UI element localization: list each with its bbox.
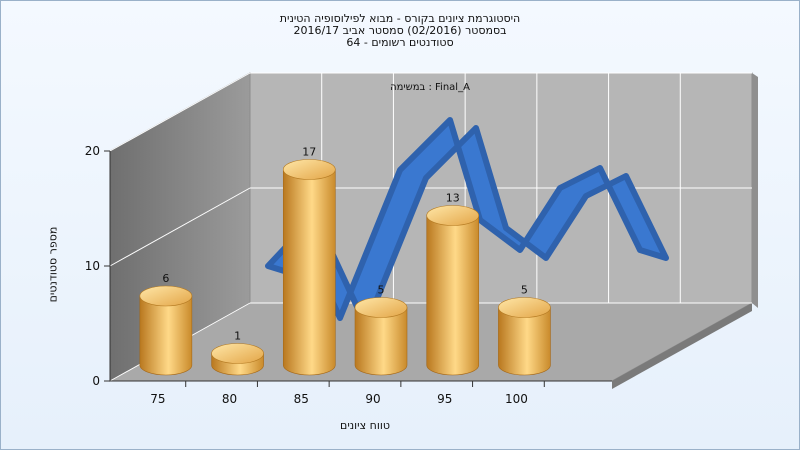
- bar-body-2: [282, 169, 336, 376]
- bar-0: [139, 285, 193, 376]
- x-tick-label-5: 100: [505, 392, 528, 406]
- floor-edge: [612, 303, 752, 389]
- bar-value-label-4: 13: [446, 192, 460, 205]
- bar-5: [498, 297, 551, 376]
- bar-top-4: [426, 205, 480, 226]
- y-tick-label-2: 20: [85, 144, 100, 158]
- chart-title-line-1: היסטוגרמת ציונים בקורס - מבוא לפילוסופיה…: [279, 12, 521, 25]
- bar-body-5: [498, 307, 551, 376]
- bar-top-5: [498, 297, 551, 318]
- chart-subtitle: במשימה : Final_A: [390, 82, 470, 93]
- bar-value-label-3: 5: [378, 284, 385, 297]
- x-axis-title: טווח ציונים: [340, 419, 390, 432]
- chart-title-line-2: בסמסטר (02/2016) סמסטר אביב 2016/17: [293, 24, 507, 37]
- bar-4: [426, 205, 480, 376]
- chart-title-line-3: סטודנטים רשומים - 64: [346, 36, 454, 49]
- y-tick-label-0: 0: [92, 374, 100, 388]
- gridline-side-2: [109, 72, 251, 152]
- chart-labels: 6 1 17 5 13 5: [162, 146, 528, 343]
- y-tick-label-1: 10: [85, 259, 100, 273]
- chart-bars: [139, 159, 551, 376]
- bar-top-3: [354, 297, 408, 318]
- ribbon-shape: [265, 117, 669, 329]
- y-axis-title: מספר סטודנטים: [46, 226, 60, 303]
- bar-3: [354, 297, 408, 376]
- bar-top-2: [282, 159, 336, 180]
- bar-body-3: [354, 307, 408, 376]
- x-tick-label-1: 80: [222, 392, 237, 406]
- x-tick-label-3: 90: [365, 392, 380, 406]
- x-tick-label-0: 75: [150, 392, 165, 406]
- bar-value-label-2: 17: [302, 146, 316, 159]
- bar-top-0: [139, 285, 193, 307]
- chart-axes: 0 10 20 75 80 85 90 95 100: [85, 144, 612, 406]
- bar-value-label-5: 5: [521, 284, 528, 297]
- back-wall-edge: [752, 73, 758, 308]
- bar-value-label-0: 6: [162, 272, 169, 285]
- x-tick-label-2: 85: [294, 392, 309, 406]
- bar-1: [211, 343, 264, 376]
- gridline-side-1: [109, 187, 251, 267]
- x-tick-label-4: 95: [437, 392, 452, 406]
- bar-value-label-1: 1: [234, 330, 241, 343]
- bar-top-1: [211, 343, 264, 364]
- bar-body-0: [139, 295, 193, 376]
- bar-body-4: [426, 215, 480, 376]
- chart-ribbon: [265, 117, 669, 329]
- bar-2: [282, 159, 336, 376]
